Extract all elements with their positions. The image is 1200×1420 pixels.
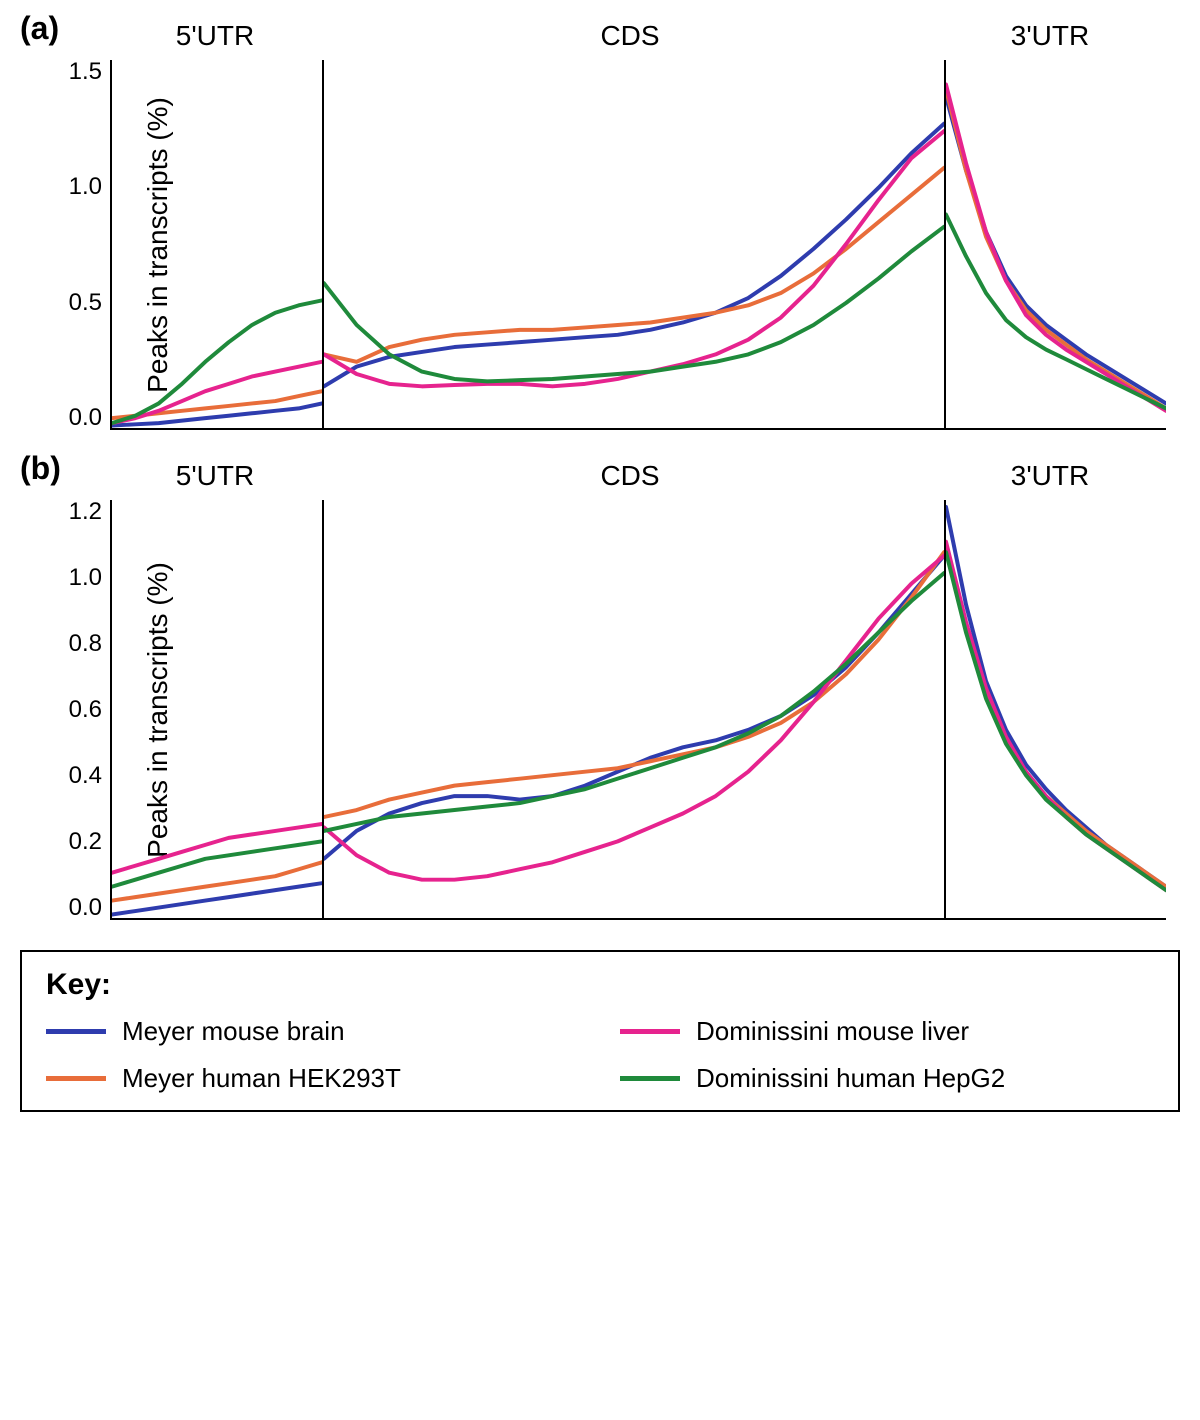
series-line — [946, 89, 1166, 408]
panel-b-chart-row: Peaks in transcripts (%) 1.21.00.80.60.4… — [20, 500, 1180, 920]
series-line — [324, 556, 944, 880]
series-line — [946, 545, 1166, 886]
y-tick: 0.6 — [69, 698, 102, 722]
y-tick: 1.0 — [69, 175, 102, 199]
y-tick: 1.0 — [69, 566, 102, 590]
legend: Key: Meyer mouse brain Dominissini mouse … — [20, 950, 1180, 1112]
legend-item: Meyer human HEK293T — [46, 1063, 580, 1094]
series-line — [324, 552, 944, 817]
panel-b-plot — [110, 500, 1166, 920]
legend-label: Dominissini mouse liver — [696, 1016, 969, 1047]
y-tick: 0.0 — [69, 406, 102, 430]
panel-b: (b) 5'UTR CDS 3'UTR Peaks in transcripts… — [20, 460, 1180, 920]
legend-label: Meyer human HEK293T — [122, 1063, 401, 1094]
region-label-3utr: 3'UTR — [940, 460, 1160, 492]
series-line — [324, 227, 944, 382]
legend-item: Meyer mouse brain — [46, 1016, 580, 1047]
y-tick: 0.5 — [69, 291, 102, 315]
y-tick: 1.2 — [69, 500, 102, 524]
panel-b-yticks: 1.2 1.0 0.8 0.6 0.4 0.2 0.0 — [69, 500, 110, 920]
series-line — [112, 362, 322, 423]
legend-item: Dominissini mouse liver — [620, 1016, 1154, 1047]
panel-a-plot — [110, 60, 1166, 430]
legend-swatch — [620, 1076, 680, 1081]
panel-a-yticks: 1.5 1.0 0.5 0.0 — [69, 60, 110, 430]
series-line — [946, 542, 1166, 890]
series-line — [112, 824, 322, 873]
series-line — [946, 97, 1166, 404]
panel-a-chart-row: Peaks in transcripts (%) 1.51.00.50.0 — [20, 60, 1180, 430]
panel-a-3utr — [946, 60, 1166, 428]
series-line — [946, 85, 1166, 411]
legend-swatch — [46, 1076, 106, 1081]
legend-label: Dominissini human HepG2 — [696, 1063, 1005, 1094]
y-tick: 0.8 — [69, 632, 102, 656]
panel-b-5utr — [112, 500, 322, 918]
y-tick: 0.4 — [69, 764, 102, 788]
panel-a-yaxis: Peaks in transcripts (%) 1.51.00.50.0 — [20, 60, 110, 430]
legend-items: Meyer mouse brain Dominissini mouse liver… — [46, 1016, 1154, 1094]
region-label-5utr: 5'UTR — [110, 460, 320, 492]
series-line — [946, 215, 1166, 409]
series-line — [946, 552, 1166, 890]
panel-b-3utr — [946, 500, 1166, 918]
series-line — [946, 507, 1166, 887]
legend-item: Dominissini human HepG2 — [620, 1063, 1154, 1094]
legend-label: Meyer mouse brain — [122, 1016, 345, 1047]
legend-swatch — [46, 1029, 106, 1034]
panel-a: (a) 5'UTR CDS 3'UTR Peaks in transcripts… — [20, 20, 1180, 430]
panel-a-region-labels: 5'UTR CDS 3'UTR — [110, 20, 1180, 52]
panel-b-yaxis: Peaks in transcripts (%) 1.21.00.80.60.4… — [20, 500, 110, 920]
region-label-cds: CDS — [320, 20, 940, 52]
region-label-5utr: 5'UTR — [110, 20, 320, 52]
series-line — [324, 131, 944, 386]
series-line — [112, 300, 322, 423]
panel-a-cds — [324, 60, 944, 428]
panel-b-region-labels: 5'UTR CDS 3'UTR — [110, 460, 1180, 492]
region-label-3utr: 3'UTR — [940, 20, 1160, 52]
y-tick: 1.5 — [69, 60, 102, 84]
panel-a-5utr — [112, 60, 322, 428]
legend-swatch — [620, 1029, 680, 1034]
series-line — [112, 883, 322, 914]
series-line — [324, 124, 944, 387]
y-tick: 0.2 — [69, 830, 102, 854]
panel-b-cds — [324, 500, 944, 918]
series-line — [112, 862, 322, 900]
figure-container: (a) 5'UTR CDS 3'UTR Peaks in transcripts… — [20, 20, 1180, 1112]
y-tick: 0.0 — [69, 896, 102, 920]
panel-b-label: (b) — [20, 450, 61, 487]
legend-title: Key: — [46, 968, 1154, 1002]
panel-a-label: (a) — [20, 10, 59, 47]
region-label-cds: CDS — [320, 460, 940, 492]
